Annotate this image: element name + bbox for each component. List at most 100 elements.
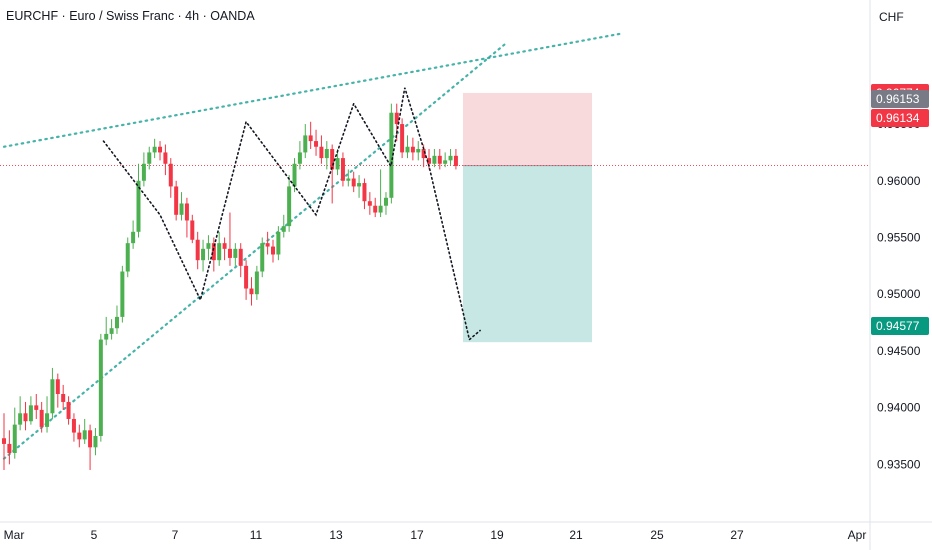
candle bbox=[271, 239, 275, 263]
candle-body bbox=[448, 155, 453, 161]
candle bbox=[98, 333, 103, 442]
candle-body bbox=[168, 163, 173, 187]
candle-body bbox=[23, 413, 28, 422]
candle bbox=[66, 396, 71, 425]
candle-body bbox=[136, 180, 141, 232]
time-tick-label: Apr bbox=[848, 528, 867, 542]
candle-body bbox=[394, 112, 399, 125]
candle-body bbox=[314, 141, 319, 147]
candle-body bbox=[281, 226, 286, 232]
candle-body bbox=[271, 246, 275, 255]
candle-body bbox=[410, 146, 415, 153]
take-profit-zone bbox=[463, 165, 592, 343]
candle-body bbox=[195, 239, 200, 261]
candle bbox=[152, 138, 157, 159]
candle bbox=[437, 149, 442, 170]
candle bbox=[303, 124, 308, 159]
candle bbox=[227, 212, 232, 266]
candle bbox=[114, 305, 119, 334]
candle bbox=[147, 146, 152, 170]
candle bbox=[28, 396, 33, 425]
candle-body bbox=[104, 333, 109, 340]
stop-loss-zone bbox=[463, 92, 592, 166]
candle bbox=[174, 180, 179, 221]
candle bbox=[453, 149, 458, 170]
candle-body bbox=[249, 288, 254, 295]
candle bbox=[109, 319, 114, 340]
candle bbox=[330, 144, 335, 204]
candle bbox=[222, 237, 227, 261]
candle-body bbox=[88, 430, 93, 448]
candle bbox=[378, 169, 383, 218]
time-axis[interactable]: Mar 5 7 11 13 17 19 21 25 27 Apr bbox=[4, 528, 867, 542]
candle-body bbox=[244, 265, 249, 289]
time-tick-label: 13 bbox=[329, 528, 343, 542]
candle-body bbox=[2, 438, 6, 444]
candle bbox=[206, 235, 211, 261]
price-tick-label: 0.93500 bbox=[877, 457, 921, 471]
candle bbox=[287, 175, 292, 232]
trend-line-upper bbox=[2, 32, 624, 148]
candle bbox=[211, 237, 216, 272]
candle-body bbox=[45, 413, 50, 427]
candle bbox=[184, 197, 189, 238]
time-tick-label: 17 bbox=[410, 528, 424, 542]
candle-body bbox=[71, 418, 76, 433]
candle-body bbox=[340, 158, 345, 181]
candle bbox=[292, 158, 297, 193]
price-axis[interactable]: 0.965000.960000.955000.950000.945000.940… bbox=[877, 117, 921, 471]
projection-path bbox=[390, 87, 481, 342]
time-tick-label: 27 bbox=[730, 528, 744, 542]
candle-body bbox=[217, 243, 222, 261]
price-tick-label: 0.95000 bbox=[877, 287, 921, 301]
candle bbox=[136, 163, 141, 238]
candle bbox=[346, 169, 351, 187]
candle-body bbox=[190, 220, 195, 240]
candle-body bbox=[287, 186, 292, 227]
candle bbox=[141, 152, 146, 187]
candle-body bbox=[405, 146, 410, 153]
candle bbox=[131, 220, 136, 249]
candle-body bbox=[389, 112, 394, 198]
candle-body bbox=[131, 231, 136, 244]
time-tick-label: 25 bbox=[650, 528, 664, 542]
candle bbox=[104, 316, 109, 346]
candle bbox=[125, 237, 130, 278]
candle-body bbox=[453, 155, 458, 167]
candle bbox=[281, 214, 286, 238]
candle-body bbox=[55, 379, 60, 395]
price-tag-label: 0.94577 bbox=[876, 319, 920, 333]
price-tick-label: 0.94500 bbox=[877, 344, 921, 358]
candle bbox=[82, 418, 87, 444]
candle bbox=[45, 396, 50, 433]
time-tick-label: Mar bbox=[4, 528, 25, 542]
candle-body bbox=[367, 201, 372, 206]
candle bbox=[340, 152, 345, 187]
candle-body bbox=[357, 183, 362, 187]
candle-body bbox=[330, 149, 335, 170]
candle-body bbox=[163, 152, 168, 164]
candle-body bbox=[125, 243, 130, 272]
time-tick-label: 11 bbox=[250, 528, 263, 542]
candle-body bbox=[114, 316, 119, 329]
candle-body bbox=[211, 243, 216, 261]
candle bbox=[410, 137, 415, 161]
candle bbox=[120, 265, 125, 323]
candle bbox=[168, 158, 173, 198]
candle bbox=[7, 430, 12, 465]
candle bbox=[276, 226, 281, 261]
candle bbox=[50, 367, 55, 419]
candle-body bbox=[297, 152, 302, 164]
candle bbox=[93, 428, 98, 456]
candle bbox=[432, 149, 437, 168]
candle-body bbox=[184, 203, 189, 221]
candle bbox=[405, 135, 410, 159]
candle-body bbox=[254, 271, 259, 295]
candle-body bbox=[400, 124, 405, 153]
candle-body bbox=[61, 394, 66, 402]
price-tag-label: 0.96134 bbox=[876, 111, 920, 125]
candle-body bbox=[7, 443, 12, 453]
candle bbox=[195, 231, 200, 270]
